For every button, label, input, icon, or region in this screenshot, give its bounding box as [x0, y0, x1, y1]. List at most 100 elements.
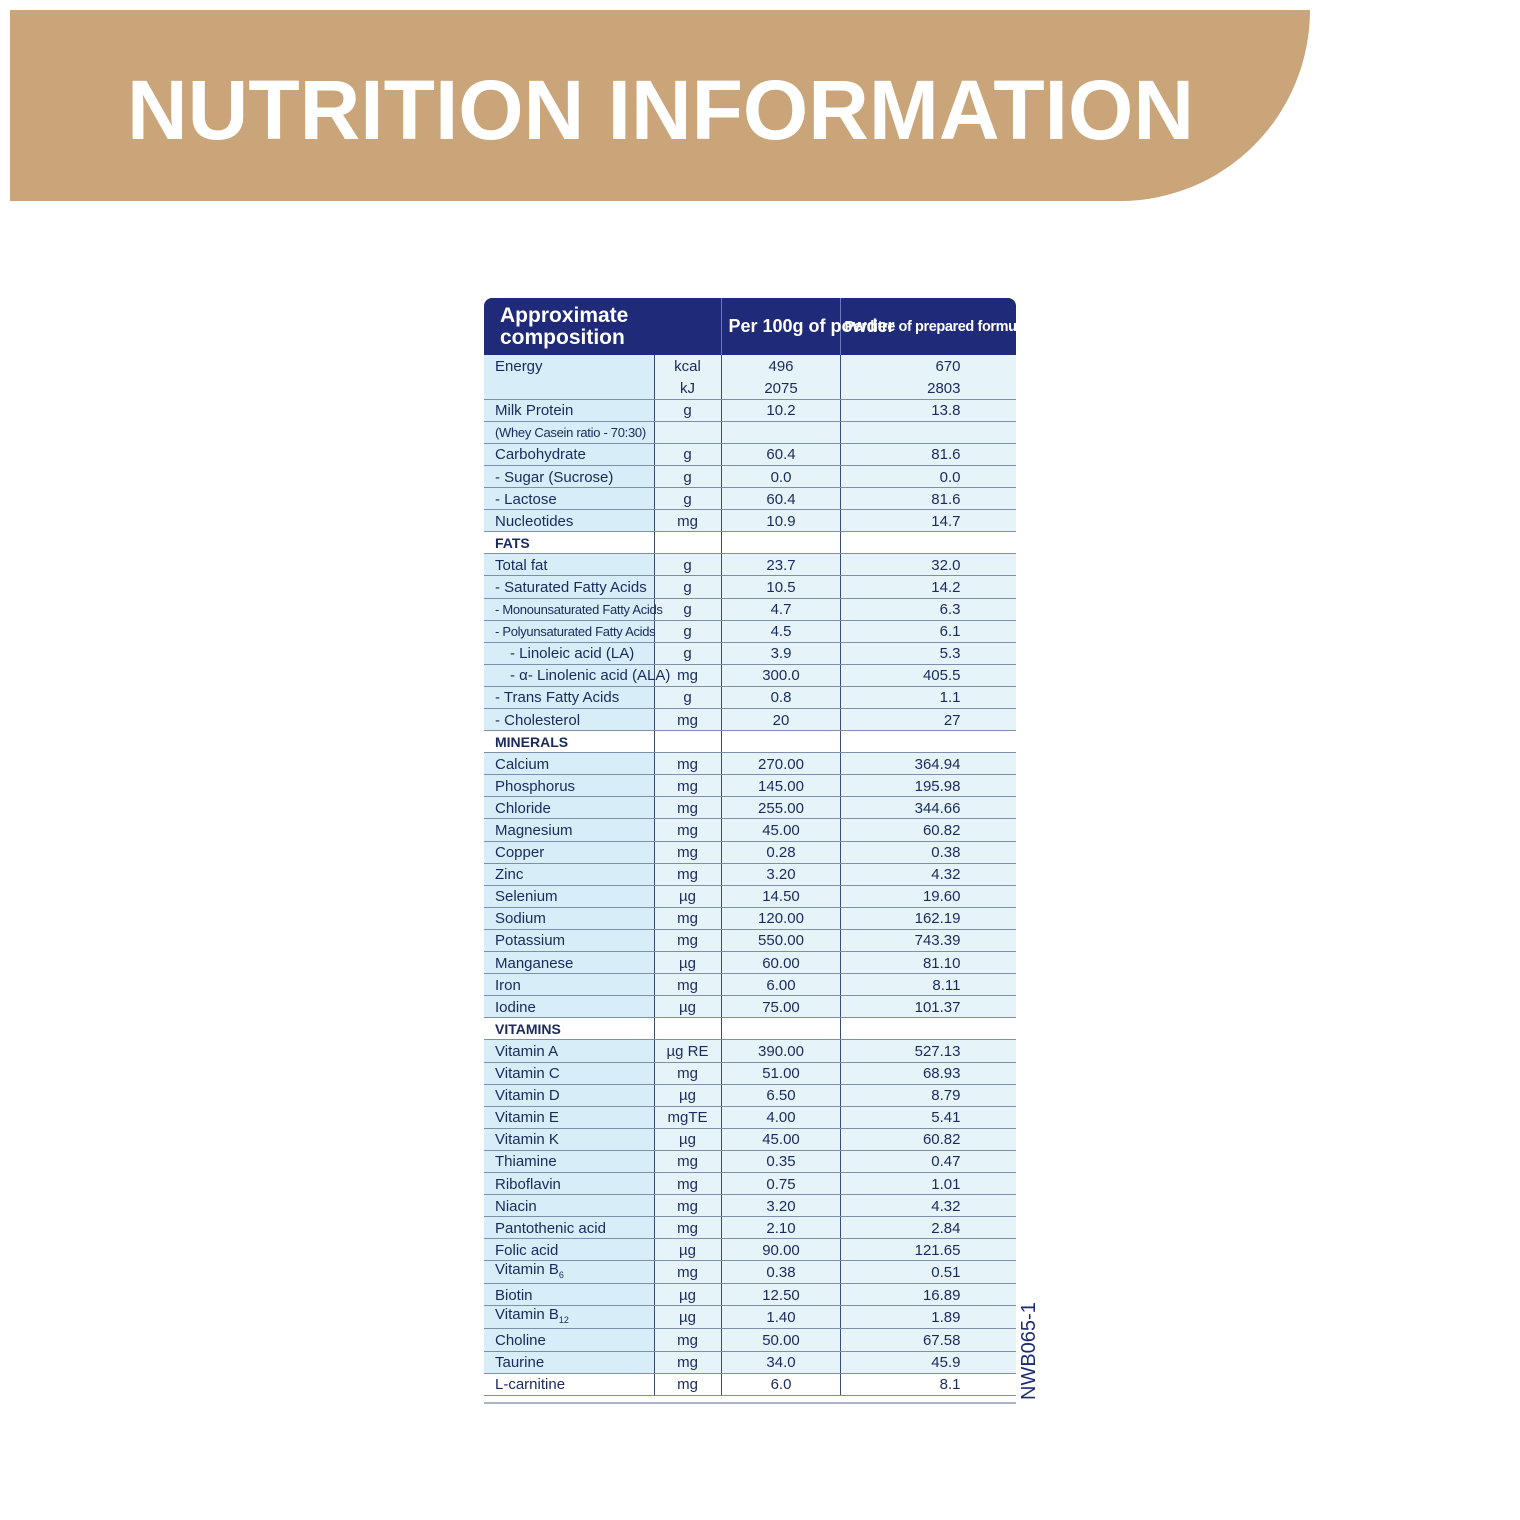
value-per-litre-cell [840, 421, 1016, 444]
nutrient-unit: mg [654, 1150, 722, 1173]
nutrient-name-text: - Saturated Fatty Acids [495, 578, 647, 596]
nutrient-unit: g [654, 686, 722, 710]
value-per-litre-cell: 45.9 [840, 1351, 1016, 1374]
value-per-100g-cell: 10.2 [721, 399, 841, 422]
value-per-litre: 1.1 [939, 689, 961, 707]
value-per-100g-cell: 300.0 [721, 664, 841, 687]
nutrient-subscript: 12 [558, 1315, 569, 1326]
nutrient-unit: mg [654, 907, 722, 930]
value-per-100g: 3.20 [766, 866, 796, 884]
nutrient-name: Nucleotides [484, 509, 655, 533]
value-per-litre: 13.8 [931, 402, 961, 420]
value-per-litre-cell: 6.3 [840, 598, 1016, 621]
value-per-100g: 60.4 [766, 446, 796, 464]
value-per-100g: 0.0 [770, 468, 792, 486]
nutrition-panel: Approximate composition Per 100g of powd… [484, 298, 1028, 1396]
table-row: Choline mg 50.00 67.58 [484, 1328, 1016, 1352]
table-row: Vitamin E mgTE 4.00 5.41 [484, 1106, 1016, 1129]
nutrient-unit: mg [654, 973, 722, 997]
value-per-litre: 60.82 [922, 1131, 961, 1149]
value-per-litre: 670 [935, 358, 961, 376]
value-per-litre-cell: 19.60 [840, 885, 1016, 908]
nutrient-name: Vitamin K [484, 1128, 655, 1151]
table-row: Carbohydrate g 60.4 81.6 [484, 443, 1016, 466]
value-per-litre-cell: 344.66 [840, 796, 1016, 820]
value-per-100g-cell: 90.00 [721, 1238, 841, 1262]
value-per-litre-cell [840, 730, 1016, 754]
header-per-litre: Per litre of prepared formula [840, 298, 1028, 355]
value-per-litre-cell: 8.11 [840, 973, 1016, 997]
value-per-litre-cell: 81.6 [840, 443, 1016, 466]
nutrient-unit: kJ [654, 377, 722, 400]
section-row: FATS [484, 531, 1016, 555]
nutrient-unit: mg [654, 818, 722, 842]
nutrient-unit: µg [654, 995, 722, 1019]
nutrient-unit: g [654, 642, 722, 665]
value-per-litre-cell: 60.82 [840, 818, 1016, 842]
nutrient-name-text: Chloride [495, 799, 551, 817]
value-per-100g: 2.10 [766, 1219, 796, 1237]
value-per-litre: 8.1 [939, 1376, 961, 1394]
table-row: - α- Linolenic acid (ALA) mg 300.0 405.5 [484, 664, 1016, 687]
value-per-100g: 255.00 [758, 799, 804, 817]
nutrient-name-text: Phosphorus [495, 777, 576, 795]
nutrient-unit: mg [654, 1351, 722, 1374]
value-per-litre-cell: 60.82 [840, 1128, 1016, 1151]
value-per-100g: 4.5 [770, 623, 792, 641]
value-per-litre: 5.41 [931, 1109, 961, 1127]
value-per-100g-cell: 4.7 [721, 598, 841, 621]
value-per-100g: 3.9 [770, 645, 792, 663]
table-row: (Whey Casein ratio - 70:30) [484, 421, 1016, 444]
nutrient-name: Zinc [484, 863, 655, 886]
table-row: Thiamine mg 0.35 0.47 [484, 1150, 1016, 1173]
nutrient-name-text: Folic acid [495, 1241, 559, 1259]
table-row: Calcium mg 270.00 364.94 [484, 752, 1016, 776]
value-per-100g: 75.00 [762, 998, 800, 1016]
nutrient-unit: µg [654, 1238, 722, 1262]
value-per-100g-cell: 6.00 [721, 973, 841, 997]
value-per-litre: 101.37 [914, 998, 961, 1016]
nutrient-name: Sodium [484, 907, 655, 930]
nutrient-unit [654, 421, 722, 444]
table-row: - Linoleic acid (LA) g 3.9 5.3 [484, 642, 1016, 665]
table-row: Potassium mg 550.00 743.39 [484, 929, 1016, 953]
nutrient-name-text: - Cholesterol [495, 711, 581, 729]
value-per-100g: 270.00 [758, 755, 804, 773]
value-per-100g: 550.00 [758, 932, 804, 950]
nutrient-name [484, 377, 655, 400]
nutrient-unit: mg [654, 1194, 722, 1218]
value-per-100g-cell: 550.00 [721, 929, 841, 953]
value-per-100g: 0.38 [766, 1264, 796, 1282]
nutrient-name: Potassium [484, 929, 655, 953]
value-per-litre: 743.39 [914, 932, 961, 950]
nutrient-unit: mg [654, 841, 722, 864]
nutrient-name: Calcium [484, 752, 655, 776]
nutrient-unit: g [654, 553, 722, 577]
value-per-100g-cell: 2.10 [721, 1216, 841, 1240]
nutrient-name-text: - Sugar (Sucrose) [495, 468, 614, 486]
value-per-100g: 20 [772, 711, 790, 729]
table-row: Total fat g 23.7 32.0 [484, 553, 1016, 577]
nutrient-name: Folic acid [484, 1238, 655, 1262]
nutrient-name: - Sugar (Sucrose) [484, 465, 655, 489]
value-per-100g-cell: 0.8 [721, 686, 841, 710]
value-per-100g-cell: 75.00 [721, 995, 841, 1019]
nutrient-name-text: Vitamin A [495, 1042, 559, 1060]
nutrient-name: Thiamine [484, 1150, 655, 1173]
value-per-litre: 16.89 [922, 1286, 961, 1304]
nutrient-unit: µg [654, 1084, 722, 1107]
value-per-100g: 4.7 [770, 601, 792, 619]
nutrient-name: Vitamin E [484, 1106, 655, 1129]
nutrient-name: Choline [484, 1328, 655, 1352]
value-per-100g-cell [721, 421, 841, 444]
nutrient-unit: mg [654, 664, 722, 687]
value-per-100g: 0.35 [766, 1153, 796, 1171]
nutrient-unit: mg [654, 774, 722, 798]
nutrient-name: - Saturated Fatty Acids [484, 575, 655, 599]
value-per-litre-cell: 1.1 [840, 686, 1016, 710]
value-per-litre: 6.1 [939, 623, 961, 641]
value-per-litre-cell: 162.19 [840, 907, 1016, 930]
value-per-100g-cell: 0.0 [721, 465, 841, 489]
value-per-100g-cell: 0.28 [721, 841, 841, 864]
section-row: MINERALS [484, 730, 1016, 754]
